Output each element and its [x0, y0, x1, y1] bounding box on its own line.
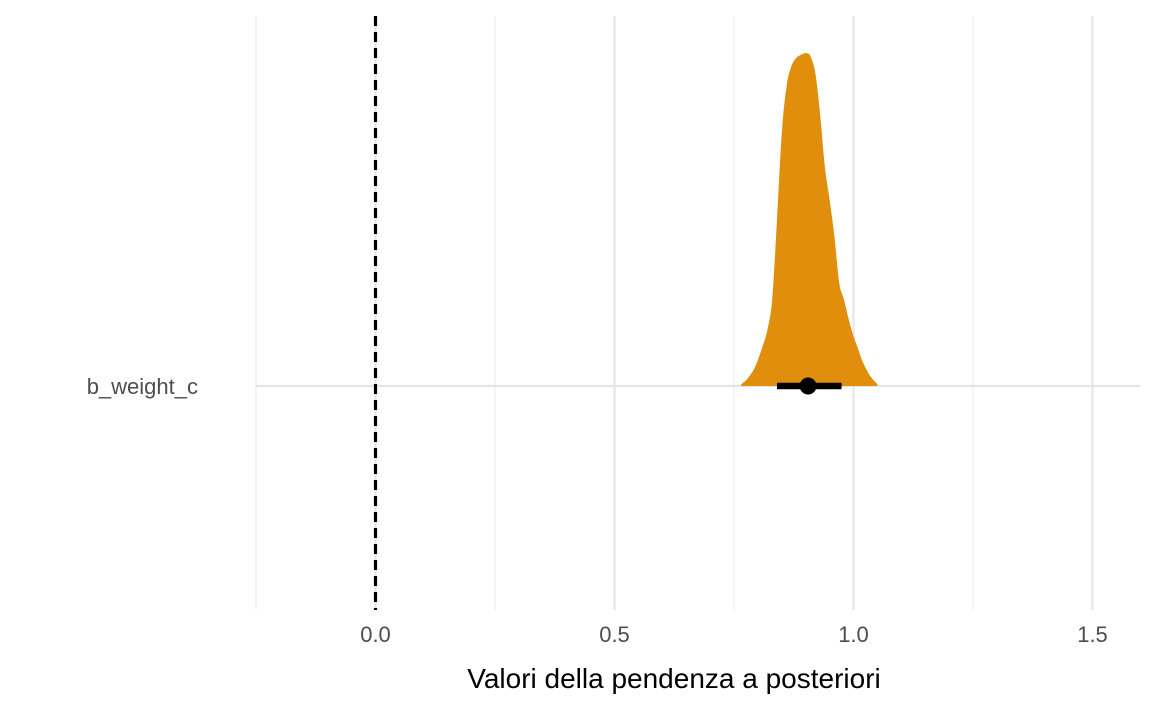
- x-tick-label-1: 0.5: [599, 622, 630, 647]
- density-layer: [741, 52, 878, 386]
- x-tick-label-2: 1.0: [838, 622, 869, 647]
- interval-layer: [777, 377, 842, 395]
- y-tick-label-b_weight_c: b_weight_c: [87, 374, 198, 399]
- x-tick-label-0: 0.0: [360, 622, 391, 647]
- point-estimate-b_weight_c: [799, 377, 817, 395]
- x-axis-title: Valori della pendenza a posteriori: [467, 663, 881, 694]
- x-tick-label-3: 1.5: [1077, 622, 1108, 647]
- y-tick-labels: b_weight_c: [87, 374, 198, 399]
- density-ridge-b_weight_c: [741, 52, 878, 386]
- x-tick-labels: 0.0 0.5 1.0 1.5: [360, 622, 1108, 647]
